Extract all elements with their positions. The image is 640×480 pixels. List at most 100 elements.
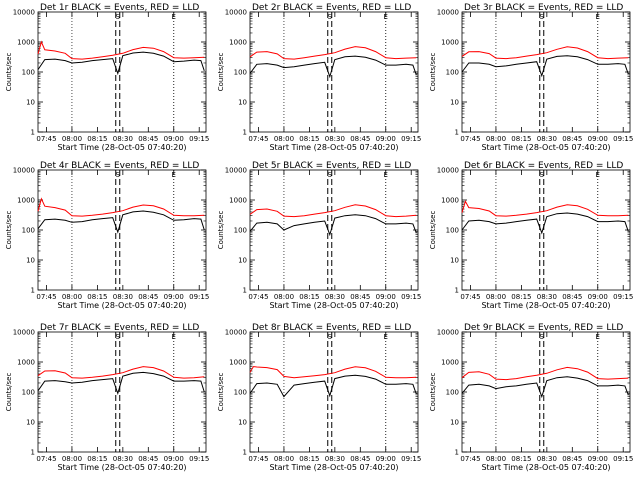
x-tick-label: 08:15 [87,455,107,463]
plot-frame [461,11,631,133]
chart-title: Det 9r BLACK = Events, RED = LLD [464,323,623,333]
x-tick-label: 08:30 [325,293,345,301]
y-tick-label: 1000 [441,39,459,47]
x-tick-label: 08:30 [113,293,133,301]
series-line-events [37,371,205,396]
x-tick-label: 08:30 [537,455,557,463]
x-tick-label: 07:45 [248,293,268,301]
x-tick-label: 09:00 [164,293,184,301]
y-tick-label: 10000 [225,9,247,17]
y-tick-label: 100 [446,389,459,397]
y-axis-label: Counts/sec [5,53,13,92]
marker-label: E [172,171,176,179]
x-tick-label: 08:45 [350,135,370,143]
y-axis-label: Counts/sec [217,373,225,412]
x-tick-label: 08:00 [274,293,294,301]
x-tick-label: 09:15 [401,455,421,463]
x-tick-label: 08:45 [138,293,158,301]
x-tick-label: 08:45 [138,455,158,463]
x-tick-label: 08:45 [562,135,582,143]
y-tick-label: 1000 [17,359,35,367]
series-line-events [249,374,417,398]
y-tick-label: 1000 [229,39,247,47]
series-line-lld [37,366,205,379]
x-tick-label: 08:00 [274,135,294,143]
x-tick-label: 09:15 [613,455,633,463]
series-line-lld [37,40,205,60]
marker-label: E [596,171,600,179]
y-tick-label: 10000 [225,167,247,175]
x-tick-label: 09:15 [189,135,209,143]
x-tick-label: 08:00 [62,455,82,463]
y-tick-label: 10 [26,419,35,427]
x-tick-label: 09:00 [164,455,184,463]
y-tick-label: 10000 [13,167,35,175]
x-tick-label: 08:15 [299,293,319,301]
y-axis-label: Counts/sec [217,53,225,92]
plot-frame [461,331,631,453]
x-tick-label: 08:30 [537,135,557,143]
series-line-events [461,212,629,235]
marker-label: E [596,13,600,21]
x-tick-label: 08:30 [113,135,133,143]
x-tick-label: 08:15 [511,293,531,301]
x-tick-label: 07:45 [248,455,268,463]
x-tick-label: 08:45 [562,455,582,463]
series-line-events [249,55,417,79]
y-tick-label: 1 [455,287,459,295]
y-tick-label: 1 [455,129,459,137]
chart-title: Det 5r BLACK = Events, RED = LLD [252,161,411,171]
chart-title: Det 1r BLACK = Events, RED = LLD [40,3,199,13]
y-tick-label: 100 [446,69,459,77]
y-tick-label: 10 [238,99,247,107]
plot-frame [249,331,419,453]
y-tick-label: 10000 [437,9,459,17]
marker-label: S [328,333,333,341]
series-line-events [461,55,629,78]
chart-panel: Det 1r BLACK = Events, RED = LLD 1 10 100 10… [5,3,209,152]
y-tick-label: 1 [455,449,459,457]
chart-panel: Det 2r BLACK = Events, RED = LLD 1 10 100 10… [217,3,421,152]
x-tick-label: 08:15 [511,455,531,463]
chart-panel: Det 7r BLACK = Events, RED = LLD 1 10 100 10… [5,323,209,472]
x-tick-label: 09:15 [613,135,633,143]
x-tick-label: 09:00 [376,135,396,143]
y-tick-label: 10000 [13,9,35,17]
y-tick-label: 10 [26,99,35,107]
x-tick-label: 08:30 [325,455,345,463]
x-tick-label: 07:45 [248,135,268,143]
chart-title: Det 6r BLACK = Events, RED = LLD [464,161,623,171]
y-tick-label: 10000 [225,329,247,337]
chart-panel: Det 8r BLACK = Events, RED = LLD 1 10 100 10… [217,323,421,472]
y-tick-label: 1 [243,449,247,457]
chart-panel: Det 5r BLACK = Events, RED = LLD 1 10 100 10… [217,161,421,310]
series-line-events [37,210,205,234]
x-tick-label: 09:00 [588,135,608,143]
y-tick-label: 10000 [437,167,459,175]
x-tick-label: 08:30 [113,455,133,463]
marker-label: E [172,333,176,341]
series-line-lld [461,200,629,217]
x-tick-label: 08:30 [537,293,557,301]
chart-title: Det 4r BLACK = Events, RED = LLD [40,161,199,171]
marker-label: E [384,333,388,341]
series-line-lld [37,197,205,217]
x-tick-label: 08:15 [299,455,319,463]
series-line-lld [249,46,417,60]
y-tick-label: 100 [234,69,247,77]
chart-panel: Det 3r BLACK = Events, RED = LLD 1 10 100 10… [429,3,633,152]
marker-label: S [328,13,333,21]
x-axis-label: Start Time (28-Oct-05 07:40:20) [269,143,398,152]
y-tick-label: 10000 [437,329,459,337]
y-axis-label: Counts/sec [5,373,13,412]
x-tick-label: 09:00 [376,293,396,301]
x-tick-label: 09:00 [588,293,608,301]
y-tick-label: 100 [22,227,35,235]
x-tick-label: 08:45 [562,293,582,301]
series-line-lld [249,204,417,218]
chart-panel: Det 4r BLACK = Events, RED = LLD 1 10 100 10… [5,161,209,310]
x-tick-label: 08:00 [486,135,506,143]
marker-label: S [116,333,121,341]
marker-label: S [540,333,545,341]
x-tick-label: 07:45 [36,135,56,143]
